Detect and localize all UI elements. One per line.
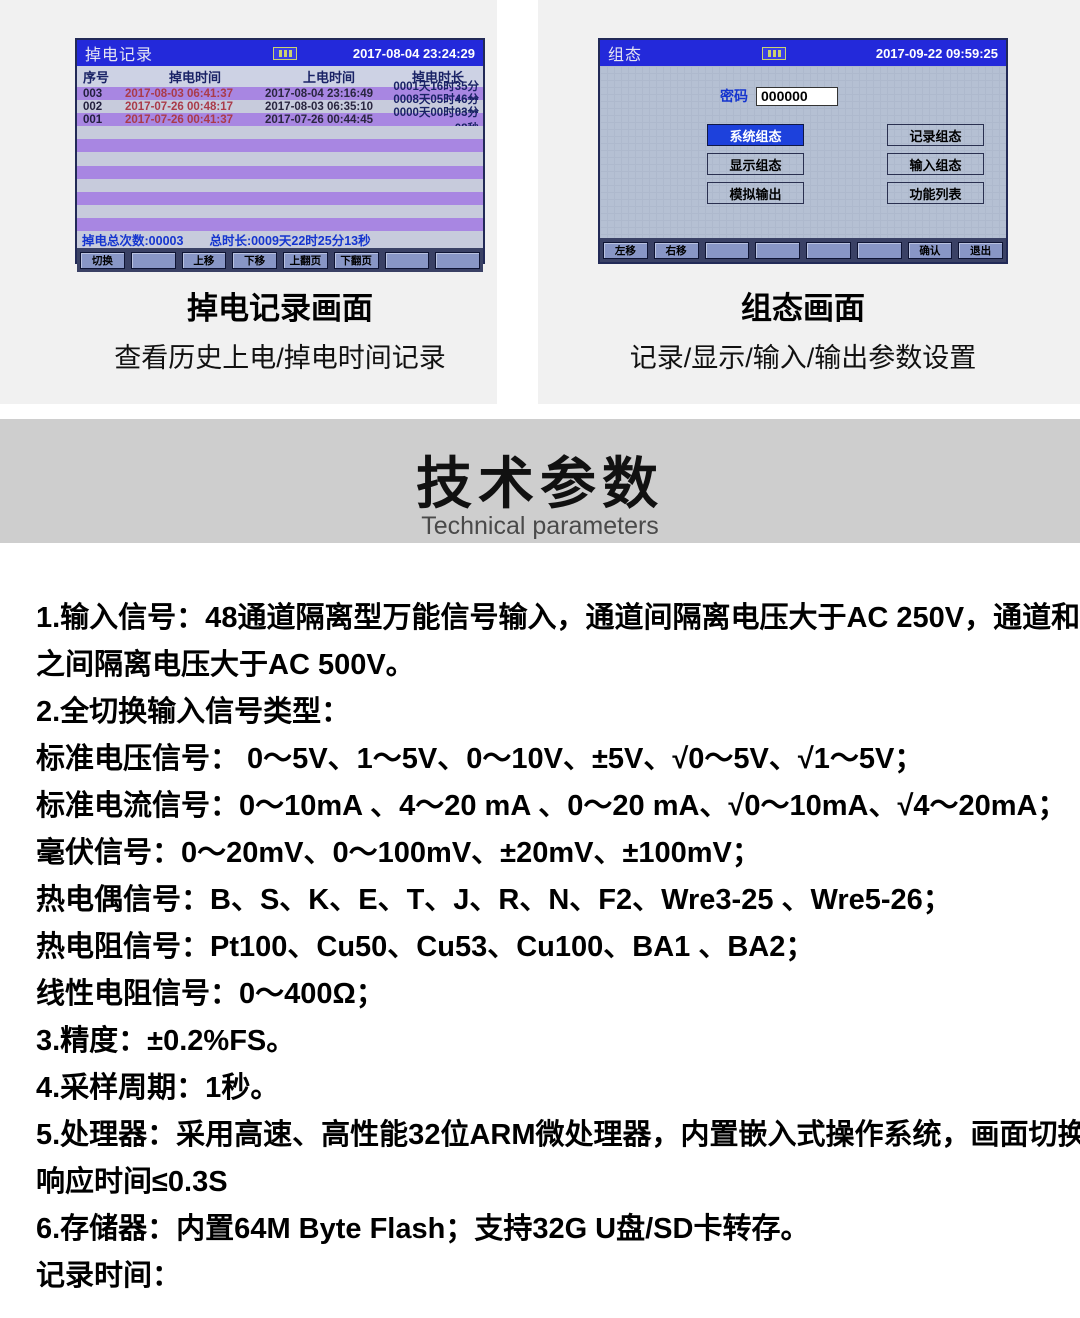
empty-row: [77, 217, 483, 232]
header-off-time: 掉电时间: [168, 70, 221, 85]
spec-line: 4.采样周期：1秒。: [36, 1072, 280, 1104]
table-row: 001 2017-07-26 00:41:37 2017-07-26 00:44…: [77, 107, 483, 135]
empty-row: [77, 191, 483, 205]
softkey-up[interactable]: 上移: [181, 251, 227, 269]
power-off-record-screen: 掉电记录 2017-08-04 23:24:29 序号 掉电时间 上电时间 掉电…: [75, 38, 485, 273]
password-row: 密码: [720, 86, 838, 106]
header-duration: 掉电时长: [411, 70, 464, 85]
right-caption-title: 组态画面: [741, 291, 865, 326]
softkey-blank[interactable]: [704, 241, 750, 259]
left-softkey-bar: 切换 上移 下移 上翻页 下翻页: [77, 248, 483, 273]
left-caption-subtitle: 查看历史上电/掉电时间记录: [114, 343, 446, 373]
menu-input-config[interactable]: 输入组态: [887, 153, 984, 175]
empty-row: [77, 152, 483, 166]
status-line: 掉电总次数:00003 总时长:0009天22时25分13秒: [77, 231, 483, 249]
usb-icon: [762, 46, 787, 60]
cell-off-time: 2017-07-26 00:48:17: [125, 100, 234, 113]
softkey-switch[interactable]: 切换: [80, 251, 125, 269]
spec-line: 2.全切换输入信号类型：: [36, 696, 351, 728]
softkey-page-down[interactable]: 下翻页: [333, 251, 379, 269]
section-subtitle: Technical parameters: [421, 512, 659, 540]
menu-record-config[interactable]: 记录组态: [887, 124, 984, 146]
password-label: 密码: [720, 88, 748, 104]
softkey-right[interactable]: 右移: [653, 241, 699, 259]
cell-seq: 001: [83, 113, 103, 126]
right-caption: 组态画面 记录/显示/输入/输出参数设置: [598, 283, 1008, 375]
section-header-band: 技术参数 Technical parameters: [0, 419, 1080, 543]
left-titlebar: 掉电记录 2017-08-04 23:24:29: [77, 40, 483, 66]
header-seq: 序号: [83, 70, 110, 85]
spec-line: 6.存储器：内置64M Byte Flash；支持32G U盘/SD卡转存。: [36, 1213, 810, 1245]
empty-row: [77, 178, 483, 192]
softkey-blank[interactable]: [130, 251, 176, 269]
softkey-blank[interactable]: [755, 241, 800, 259]
section-title: 技术参数: [416, 452, 664, 515]
softkey-blank[interactable]: [806, 241, 851, 259]
left-caption-title: 掉电记录画面: [187, 291, 373, 326]
cell-on-time: 2017-08-04 23:16:49: [265, 87, 374, 100]
password-input[interactable]: [756, 86, 838, 106]
cell-seq: 002: [83, 100, 103, 113]
technical-specs: 1.输入信号：48通道隔离型万能信号输入，通道间隔离电压大于AC 250V，通道…: [0, 595, 1080, 1300]
cell-seq: 003: [83, 87, 103, 100]
right-titlebar: 组态 2017-09-22 09:59:25: [600, 40, 1006, 66]
softkey-down[interactable]: 下移: [232, 251, 277, 269]
cell-on-time: 2017-08-03 06:35:10: [265, 100, 374, 113]
spec-line: 标准电压信号： 0～5V、1～5V、0～10V、±5V、√0～5V、√1～5V；: [36, 743, 924, 775]
spec-line: 3.精度：±0.2%FS。: [36, 1025, 296, 1057]
spec-line: 热电偶信号：B、S、K、E、T、J、R、N、F2、Wre3-25 、Wre5-2…: [36, 884, 952, 916]
header-on-time: 上电时间: [302, 70, 355, 85]
total-count: 掉电总次数:00003: [82, 234, 184, 249]
menu-display-config[interactable]: 显示组态: [707, 153, 804, 175]
softkey-confirm[interactable]: 确认: [907, 241, 953, 259]
screen-title: 掉电记录: [85, 47, 154, 64]
spec-line: 线性电阻信号：0～400Ω；: [36, 978, 385, 1010]
right-softkey-bar: 左移 右移 确认 退出: [600, 238, 1006, 262]
spec-line: 热电阻信号：Pt100、Cu50、Cu53、Cu100、BA1 、BA2；: [36, 931, 815, 963]
spec-line: 1.输入信号：48通道隔离型万能信号输入，通道间隔离电压大于AC 250V，通道…: [36, 602, 1080, 634]
softkey-page-up[interactable]: 上翻页: [283, 251, 328, 269]
empty-row: [77, 139, 483, 153]
cell-on-time: 2017-07-26 00:44:45: [265, 113, 374, 126]
configuration-body: 密码 系统组态 显示组态 模拟输出 记录组态 输入组态 功能列表: [600, 66, 1006, 238]
clock-text: 2017-09-22 09:59:25: [875, 45, 998, 61]
softkey-blank[interactable]: [435, 251, 480, 269]
table-row: 002 2017-07-26 00:48:17 2017-08-03 06:35…: [77, 94, 483, 122]
empty-row: [77, 204, 483, 218]
spec-line: 响应时间≤0.3S: [36, 1166, 228, 1198]
softkey-left[interactable]: 左移: [603, 241, 648, 259]
empty-row: [77, 165, 483, 179]
spec-line: 标准电流信号：0～10mA 、4～20 mA 、0～20 mA、√0～10mA、…: [36, 790, 1067, 822]
softkey-exit[interactable]: 退出: [958, 241, 1003, 259]
configuration-screen: 组态 2017-09-22 09:59:25 密码 系统组态 显示组态 模拟输出…: [598, 38, 1008, 264]
cell-off-time: 2017-08-03 06:41:37: [125, 87, 234, 100]
menu-system-config[interactable]: 系统组态: [707, 124, 804, 146]
left-caption: 掉电记录画面 查看历史上电/掉电时间记录: [75, 283, 485, 375]
right-caption-subtitle: 记录/显示/输入/输出参数设置: [629, 343, 977, 373]
cell-off-time: 2017-07-26 00:41:37: [125, 113, 234, 126]
spec-line: 毫伏信号：0～20mV、0～100mV、±20mV、±100mV；: [36, 837, 761, 869]
menu-function-list[interactable]: 功能列表: [887, 182, 984, 204]
total-duration: 总时长:0009天22时25分13秒: [209, 234, 371, 249]
spec-line: 5.处理器：采用高速、高性能32位ARM微处理器，内置嵌入式操作系统，画面切换: [36, 1119, 1080, 1151]
usb-icon: [273, 46, 298, 60]
softkey-blank[interactable]: [856, 241, 902, 259]
clock-text: 2017-08-04 23:24:29: [352, 45, 475, 61]
table-header: 序号 掉电时间 上电时间 掉电时长: [77, 66, 483, 87]
table-body: 003 2017-08-03 06:41:37 2017-08-04 23:16…: [77, 81, 483, 232]
spec-line: 记录时间：: [36, 1260, 182, 1292]
empty-row: [77, 126, 483, 140]
menu-analog-output[interactable]: 模拟输出: [707, 182, 804, 204]
screen-title: 组态: [608, 47, 643, 64]
screenshots-section: 掉电记录 2017-08-04 23:24:29 序号 掉电时间 上电时间 掉电…: [0, 0, 1080, 404]
spec-line: 之间隔离电压大于AC 500V。: [36, 649, 415, 681]
softkey-blank[interactable]: [384, 251, 430, 269]
